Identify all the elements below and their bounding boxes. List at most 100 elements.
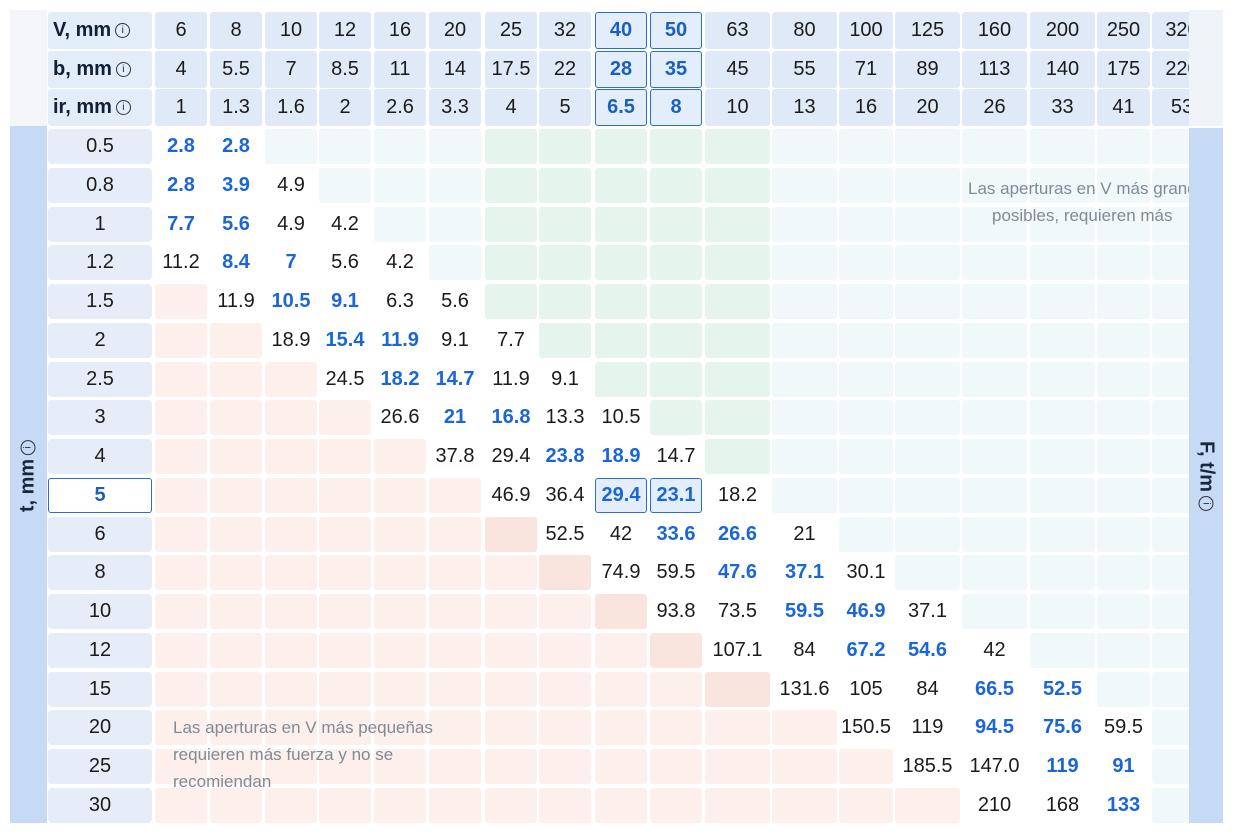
header-cell-v[interactable]: 320 [1152, 12, 1189, 49]
header-cell-b[interactable]: 140 [1030, 51, 1095, 88]
header-cell-v[interactable]: 8 [210, 12, 262, 49]
header-cell-ir[interactable]: 6.5 [595, 89, 647, 126]
thickness-cell[interactable]: 12 [48, 633, 152, 668]
force-value-cell[interactable]: 2.8 [167, 135, 195, 157]
header-cell-b[interactable]: 28 [595, 51, 647, 88]
force-value-cell[interactable]: 119 [1046, 755, 1079, 777]
header-cell-b[interactable]: 45 [705, 51, 770, 88]
header-cell-v[interactable]: 25 [485, 12, 537, 49]
header-cell-b[interactable]: 8.5 [319, 51, 371, 88]
header-cell-ir[interactable]: 1 [155, 89, 207, 126]
header-cell-b[interactable]: 35 [650, 51, 702, 88]
header-cell-v[interactable]: 125 [895, 12, 960, 49]
force-value-cell[interactable]: 4.2 [331, 213, 359, 235]
thickness-cell[interactable]: 15 [48, 672, 152, 707]
force-value-cell[interactable]: 93.8 [656, 600, 696, 622]
force-value-cell[interactable]: 9.1 [551, 368, 579, 390]
thickness-cell[interactable]: 1 [48, 207, 152, 242]
force-value-cell[interactable]: 4.9 [277, 213, 305, 235]
thickness-cell[interactable]: 25 [48, 749, 152, 784]
header-cell-b[interactable]: 220 [1152, 51, 1189, 88]
force-value-cell[interactable]: 5.6 [331, 251, 359, 273]
force-value-cell[interactable]: 37.1 [908, 600, 947, 622]
force-value-cell[interactable]: 46.9 [846, 600, 886, 622]
header-cell-b[interactable]: 14 [429, 51, 481, 88]
header-cell-ir[interactable]: 4 [485, 89, 537, 126]
force-value-cell[interactable]: 54.6 [908, 639, 947, 661]
header-cell-b[interactable]: 175 [1097, 51, 1150, 88]
force-value-cell[interactable]: 210 [977, 794, 1012, 816]
header-cell-v[interactable]: 16 [374, 12, 426, 49]
header-cell-v[interactable]: 10 [265, 12, 317, 49]
thickness-cell[interactable]: 5 [48, 478, 152, 513]
force-value-cell[interactable]: 73.5 [718, 600, 757, 622]
force-value-cell[interactable]: 7.7 [497, 329, 525, 351]
force-value-cell[interactable]: 15.4 [325, 329, 365, 351]
force-value-cell[interactable]: 18.2 [380, 368, 420, 390]
force-value-cell[interactable]: 14.7 [656, 445, 696, 467]
info-icon[interactable]: i [115, 100, 131, 115]
force-value-cell[interactable]: 24.5 [325, 368, 365, 390]
header-cell-ir[interactable]: 41 [1097, 89, 1150, 126]
thickness-cell[interactable]: 8 [48, 555, 152, 590]
force-value-cell[interactable]: 150.5 [840, 716, 892, 738]
force-value-cell[interactable]: 29.4 [595, 478, 647, 513]
header-cell-ir[interactable]: 8 [650, 89, 702, 126]
header-cell-ir[interactable]: 3.3 [429, 89, 481, 126]
thickness-cell[interactable]: 2 [48, 323, 152, 358]
header-cell-ir[interactable]: 1.6 [265, 89, 317, 126]
force-value-cell[interactable]: 30.1 [846, 561, 886, 583]
header-cell-b[interactable]: 22 [539, 51, 591, 88]
force-value-cell[interactable]: 23.1 [650, 478, 702, 513]
header-cell-v[interactable]: 12 [319, 12, 371, 49]
header-cell-ir[interactable]: 20 [895, 89, 960, 126]
force-value-cell[interactable]: 29.4 [491, 445, 531, 467]
force-value-cell[interactable]: 8.4 [222, 251, 250, 273]
force-value-cell[interactable]: 6.3 [386, 290, 414, 312]
force-value-cell[interactable]: 9.1 [331, 290, 359, 312]
force-value-cell[interactable]: 91 [1112, 755, 1135, 777]
force-value-cell[interactable]: 84 [916, 678, 939, 700]
force-value-cell[interactable]: 42 [983, 639, 1006, 661]
force-value-cell[interactable]: 74.9 [601, 561, 641, 583]
force-value-cell[interactable]: 42 [609, 523, 633, 545]
header-cell-ir[interactable]: 2 [319, 89, 371, 126]
header-cell-ir[interactable]: 26 [962, 89, 1027, 126]
force-value-cell[interactable]: 3.9 [222, 174, 250, 196]
force-value-cell[interactable]: 10.5 [271, 290, 311, 312]
info-icon[interactable]: i [115, 23, 131, 38]
thickness-cell[interactable]: 1.2 [48, 245, 152, 280]
header-cell-ir[interactable]: 13 [772, 89, 837, 126]
header-cell-b[interactable]: 17.5 [485, 51, 537, 88]
header-cell-ir[interactable]: 1.3 [210, 89, 262, 126]
force-value-cell[interactable]: 33.6 [656, 523, 696, 545]
header-cell-b[interactable]: 4 [155, 51, 207, 88]
header-cell-v[interactable]: 250 [1097, 12, 1150, 49]
force-value-cell[interactable]: 14.7 [435, 368, 475, 390]
header-cell-ir[interactable]: 33 [1030, 89, 1095, 126]
force-value-cell[interactable]: 131.6 [779, 678, 830, 700]
info-icon[interactable]: i [1198, 496, 1214, 512]
header-cell-b[interactable]: 71 [839, 51, 893, 88]
force-value-cell[interactable]: 37.1 [785, 561, 824, 583]
force-value-cell[interactable]: 26.6 [718, 523, 757, 545]
header-cell-b[interactable]: 11 [374, 51, 426, 88]
force-value-cell[interactable]: 84 [793, 639, 816, 661]
force-value-cell[interactable]: 59.5 [656, 561, 696, 583]
force-value-cell[interactable]: 147.0 [969, 755, 1020, 777]
force-value-cell[interactable]: 2.8 [222, 135, 250, 157]
force-value-cell[interactable]: 10.5 [601, 406, 641, 428]
force-value-cell[interactable]: 13.3 [545, 406, 585, 428]
force-value-cell[interactable]: 52.5 [545, 523, 585, 545]
force-value-cell[interactable]: 52.5 [1043, 678, 1082, 700]
force-value-cell[interactable]: 11.9 [217, 290, 255, 312]
force-value-cell[interactable]: 47.6 [718, 561, 757, 583]
thickness-cell[interactable]: 1.5 [48, 284, 152, 319]
header-cell-v[interactable]: 200 [1030, 12, 1095, 49]
force-value-cell[interactable]: 2.8 [167, 174, 195, 196]
header-cell-b[interactable]: 89 [895, 51, 960, 88]
force-value-cell[interactable]: 7.7 [167, 213, 195, 235]
force-value-cell[interactable]: 18.9 [601, 445, 641, 467]
thickness-cell[interactable]: 10 [48, 594, 152, 629]
force-value-cell[interactable]: 23.8 [545, 445, 585, 467]
